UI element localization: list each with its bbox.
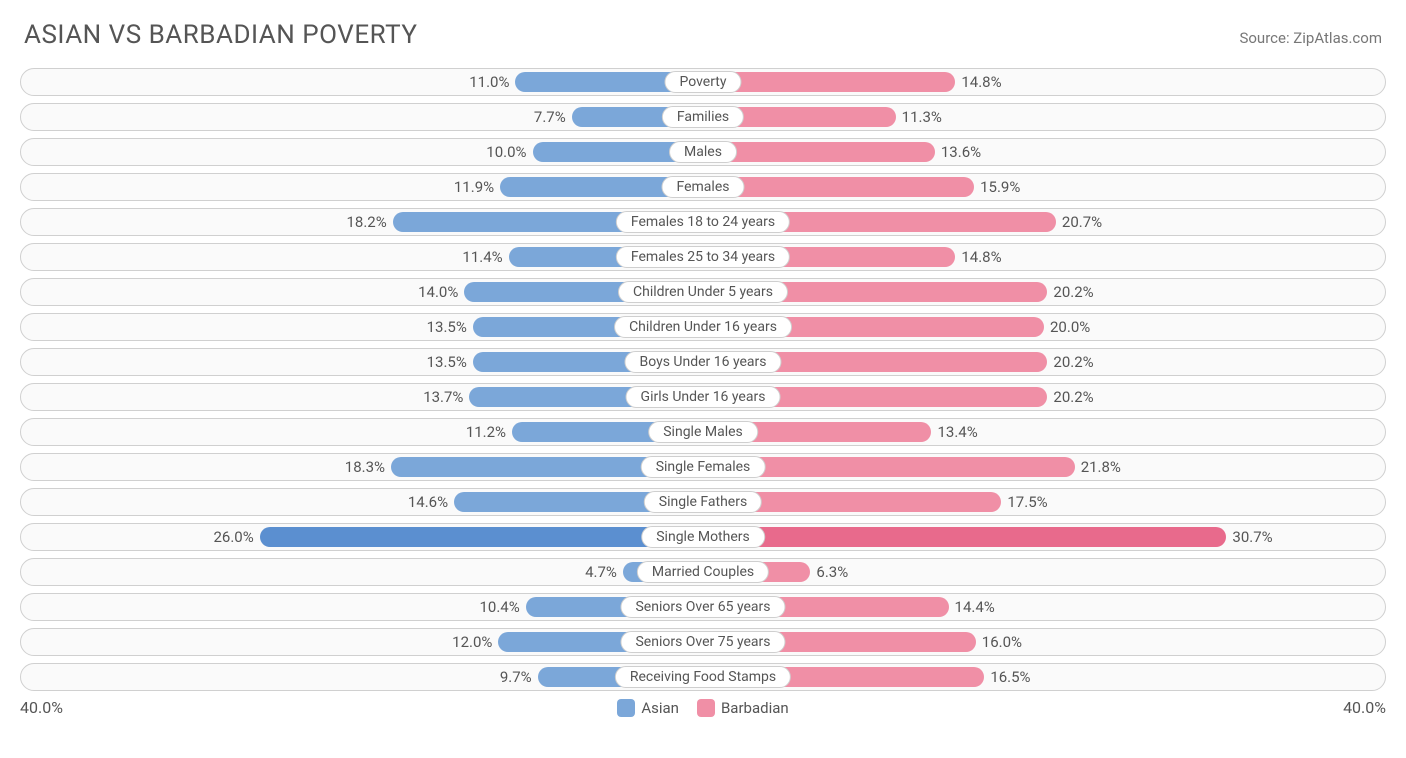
value-right: 30.7%	[1232, 528, 1272, 546]
bar-row: 11.9% 15.9% Females	[20, 173, 1386, 201]
bar-row: 14.6% 17.5% Single Fathers	[20, 488, 1386, 516]
bar-row: 26.0% 30.7% Single Mothers	[20, 523, 1386, 551]
legend: Asian Barbadian	[617, 699, 788, 717]
bar-row: 18.3% 21.8% Single Females	[20, 453, 1386, 481]
category-label: Married Couples	[637, 561, 769, 583]
bar-row: 7.7% 11.3% Families	[20, 103, 1386, 131]
value-left: 4.7%	[585, 563, 617, 581]
value-right: 14.8%	[961, 248, 1001, 266]
category-label: Females 18 to 24 years	[616, 211, 790, 233]
value-right: 13.6%	[941, 143, 981, 161]
bar-row: 4.7% 6.3% Married Couples	[20, 558, 1386, 586]
bar-right	[703, 527, 1226, 547]
category-label: Females	[662, 176, 745, 198]
category-label: Girls Under 16 years	[626, 386, 781, 408]
value-right: 11.3%	[902, 108, 942, 126]
legend-label-barbadian: Barbadian	[721, 699, 789, 717]
bar-left	[260, 527, 703, 547]
value-right: 16.5%	[990, 668, 1030, 686]
value-left: 10.0%	[486, 143, 526, 161]
value-left: 9.7%	[500, 668, 532, 686]
bar-row: 10.4% 14.4% Seniors Over 65 years	[20, 593, 1386, 621]
bar-row: 18.2% 20.7% Females 18 to 24 years	[20, 208, 1386, 236]
value-left: 10.4%	[479, 598, 519, 616]
value-left: 14.6%	[408, 493, 448, 511]
category-label: Single Mothers	[641, 526, 765, 548]
value-right: 15.9%	[980, 178, 1020, 196]
value-right: 17.5%	[1007, 493, 1047, 511]
category-label: Single Fathers	[644, 491, 762, 513]
value-left: 7.7%	[534, 108, 566, 126]
value-right: 20.7%	[1062, 213, 1102, 231]
bar-row: 14.0% 20.2% Children Under 5 years	[20, 278, 1386, 306]
category-label: Single Males	[648, 421, 758, 443]
value-right: 20.2%	[1053, 353, 1093, 371]
category-label: Boys Under 16 years	[624, 351, 781, 373]
bar-row: 11.2% 13.4% Single Males	[20, 418, 1386, 446]
category-label: Receiving Food Stamps	[615, 666, 791, 688]
value-right: 20.0%	[1050, 318, 1090, 336]
category-label: Seniors Over 75 years	[620, 631, 785, 653]
value-left: 13.5%	[427, 353, 467, 371]
legend-item-asian: Asian	[617, 699, 679, 717]
bar-row: 10.0% 13.6% Males	[20, 138, 1386, 166]
bar-row: 13.5% 20.0% Children Under 16 years	[20, 313, 1386, 341]
diverging-bar-chart: 11.0%14.8%Poverty7.7%11.3%Families10.0%1…	[20, 68, 1386, 691]
value-right: 14.4%	[955, 598, 995, 616]
category-label: Children Under 16 years	[614, 316, 792, 338]
bar-row: 11.4% 14.8% Females 25 to 34 years	[20, 243, 1386, 271]
value-left: 11.4%	[462, 248, 502, 266]
bar-row: 13.5% 20.2% Boys Under 16 years	[20, 348, 1386, 376]
value-right: 20.2%	[1053, 283, 1093, 301]
axis-max-left: 40.0%	[20, 698, 63, 717]
chart-title: ASIAN VS BARBADIAN POVERTY	[24, 20, 417, 50]
value-left: 12.0%	[452, 633, 492, 651]
axis-row: 40.0% Asian Barbadian 40.0%	[20, 698, 1386, 717]
value-right: 14.8%	[961, 73, 1001, 91]
value-right: 13.4%	[937, 423, 977, 441]
category-label: Families	[662, 106, 744, 128]
category-label: Females 25 to 34 years	[616, 246, 790, 268]
category-label: Seniors Over 65 years	[620, 596, 785, 618]
category-label: Single Females	[641, 456, 766, 478]
chart-header: ASIAN VS BARBADIAN POVERTY Source: ZipAt…	[20, 20, 1386, 50]
bar-right	[703, 142, 935, 162]
bar-row: 13.7% 20.2% Girls Under 16 years	[20, 383, 1386, 411]
value-left: 11.9%	[454, 178, 494, 196]
value-left: 26.0%	[213, 528, 253, 546]
value-right: 21.8%	[1081, 458, 1121, 476]
value-left: 11.0%	[469, 73, 509, 91]
category-label: Children Under 5 years	[618, 281, 788, 303]
value-left: 18.2%	[346, 213, 386, 231]
legend-label-asian: Asian	[641, 699, 679, 717]
value-right: 20.2%	[1053, 388, 1093, 406]
value-left: 11.2%	[466, 423, 506, 441]
bar-row: 12.0% 16.0% Seniors Over 75 years	[20, 628, 1386, 656]
bar-row: 11.0% 14.8% Poverty	[20, 68, 1386, 96]
axis-max-right: 40.0%	[1343, 698, 1386, 717]
value-left: 13.5%	[427, 318, 467, 336]
value-left: 14.0%	[418, 283, 458, 301]
value-left: 18.3%	[345, 458, 385, 476]
value-left: 13.7%	[423, 388, 463, 406]
chart-source: Source: ZipAtlas.com	[1239, 29, 1382, 47]
value-right: 16.0%	[982, 633, 1022, 651]
category-label: Poverty	[664, 71, 741, 93]
swatch-barbadian-icon	[697, 699, 715, 717]
value-right: 6.3%	[816, 563, 848, 581]
bar-row: 9.7% 16.5% Receiving Food Stamps	[20, 663, 1386, 691]
legend-item-barbadian: Barbadian	[697, 699, 789, 717]
swatch-asian-icon	[617, 699, 635, 717]
category-label: Males	[669, 141, 737, 163]
